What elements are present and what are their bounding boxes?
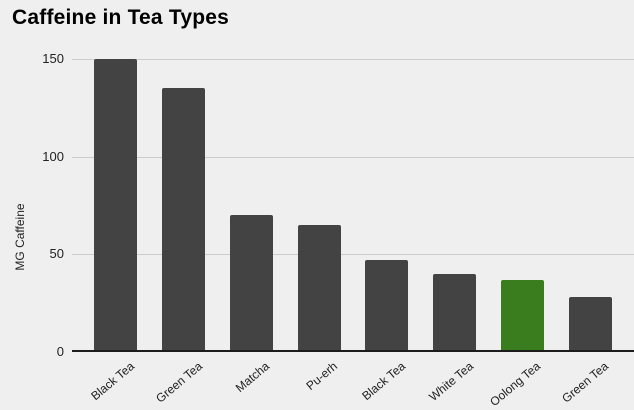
bar-7-green-tea[interactable] [568, 297, 612, 352]
bar-1-green-tea[interactable] [162, 88, 206, 352]
y-tick-label-0: 0 [56, 344, 64, 359]
gridline-150 [72, 59, 634, 60]
bar-2-matcha[interactable] [229, 215, 273, 352]
bar-0-black-tea[interactable] [94, 59, 138, 352]
bar-4-black-tea[interactable] [365, 260, 409, 352]
bar-5-white-tea[interactable] [433, 273, 477, 352]
bar-6-oolong-tea[interactable] [500, 279, 544, 352]
x-axis-line [72, 350, 634, 352]
x-axis-label-0: Black Tea [88, 359, 137, 404]
y-tick-label-50: 50 [49, 246, 64, 262]
y-tick-label-100: 100 [42, 148, 64, 164]
chart-title: Caffeine in Tea Types [12, 6, 229, 29]
y-tick-label-150: 150 [42, 51, 64, 66]
gridline-50 [72, 254, 634, 256]
bar-3-pu-erh[interactable] [297, 225, 341, 352]
plot-area: 0 50 100 150 Black Tea Green Tea Matcha Pu-erh B… [42, 52, 634, 409]
gridline-100 [72, 156, 634, 158]
